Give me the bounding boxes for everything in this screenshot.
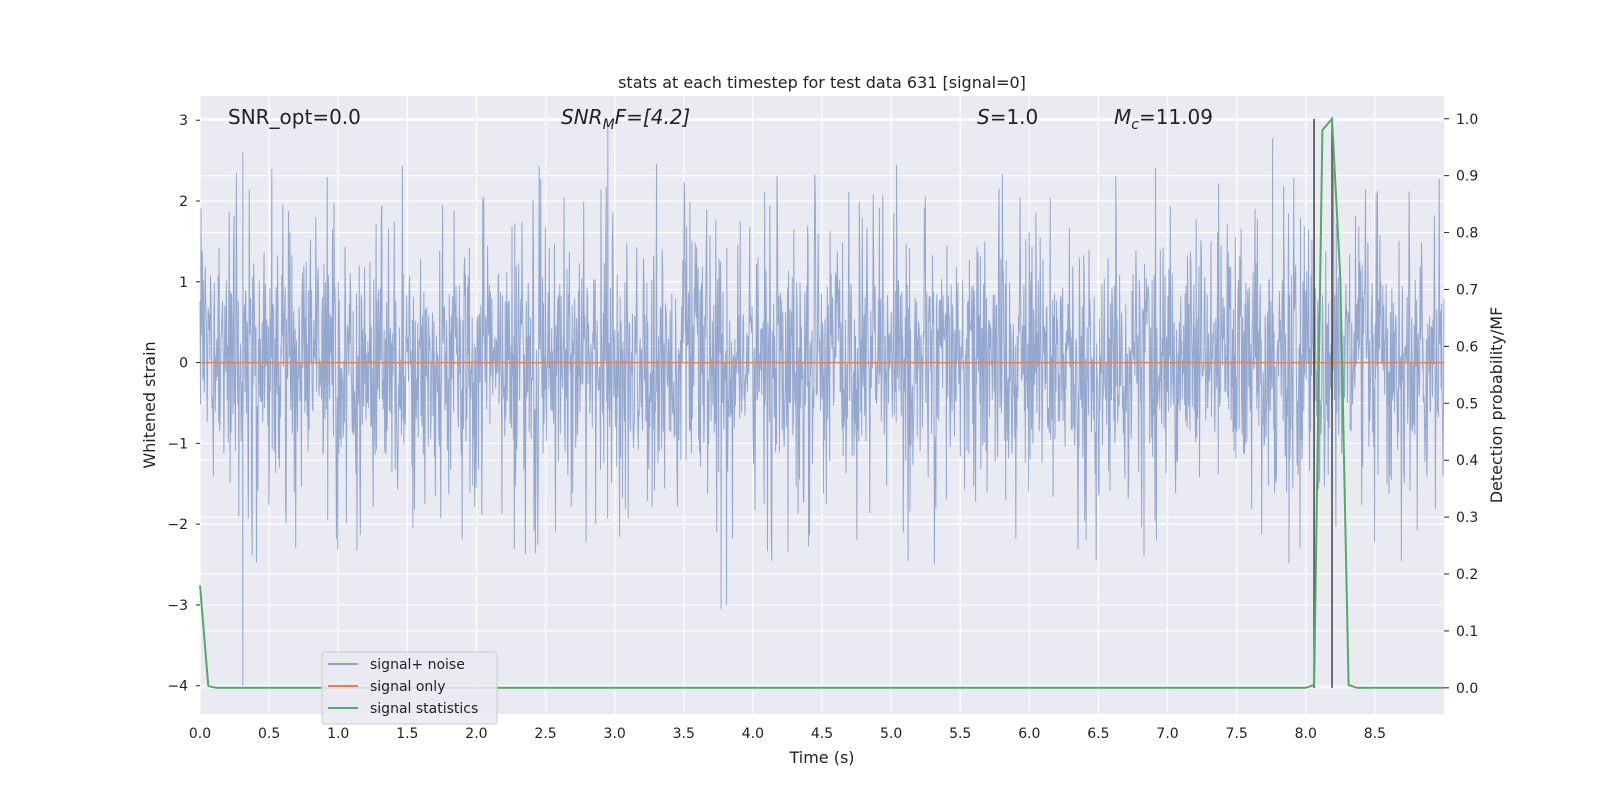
x-tick-label: 5.5 (949, 726, 971, 742)
legend-box (321, 651, 498, 725)
legend-label-signal-noise: signal+ noise (370, 657, 465, 673)
x-tick-label: 3.0 (604, 726, 626, 742)
x-tick-label: 7.0 (1156, 726, 1178, 742)
x-tick-label: 2.5 (534, 726, 556, 742)
y-axis-label: Whitened strain (140, 341, 159, 468)
x-tick-label: 0.5 (258, 726, 280, 742)
x-tick-label: 6.0 (1018, 726, 1040, 742)
y2-tick-label: 0.5 (1456, 396, 1478, 412)
grid (199, 96, 1444, 714)
y2-tick-label: 0.9 (1456, 169, 1478, 185)
series-layer (199, 116, 1445, 689)
annotation-snr-mf: SNRMF=[4.2] (561, 105, 690, 133)
x-tick-label: 8.5 (1364, 726, 1386, 742)
chart-title: stats at each timestep for test data 631… (618, 73, 1026, 92)
x-tick-label: 1.5 (396, 726, 418, 742)
y-tick-label: 0 (179, 356, 188, 372)
x-tick-label: 4.0 (742, 726, 764, 742)
y2-tick-label: 0.7 (1456, 282, 1478, 298)
ticks: 0.0 0.5 1.0 1.5 2.0 2.5 3.0 3.5 4.0 4.5 5.0 5.5 6.0 6… (167, 112, 1478, 742)
legend: signal+ noise signal only signal statist… (321, 651, 498, 725)
y-tick-label: −3 (167, 598, 188, 614)
annotation-s: S=1.0 (977, 105, 1038, 129)
x-tick-label: 8.0 (1295, 726, 1317, 742)
x-tick-label: 7.5 (1226, 726, 1248, 742)
y-tick-label: 1 (179, 275, 188, 291)
x-tick-label: 1.0 (327, 726, 349, 742)
y2-tick-label: 0.0 (1456, 681, 1478, 697)
annotation-snr-opt: SNR_opt=0.0 (228, 105, 361, 129)
x-tick-label: 3.5 (673, 726, 695, 742)
x-tick-label: 4.5 (811, 726, 833, 742)
annotation-mc: Mc=11.09 (1114, 105, 1213, 133)
y2-tick-label: 0.8 (1456, 226, 1478, 242)
legend-label-signal-statistics: signal statistics (370, 701, 478, 717)
y-tick-label: −4 (167, 679, 188, 695)
x-axis-label: Time (s) (788, 748, 854, 767)
y-tick-label: −2 (167, 517, 188, 533)
series-signal-statistics (199, 116, 1444, 689)
x-tick-label: 5.0 (880, 726, 902, 742)
series-signal-noise (199, 124, 1445, 686)
x-tick-label: 2.0 (465, 726, 487, 742)
y2-tick-label: 0.3 (1456, 510, 1478, 526)
x-tick-label: 0.0 (189, 726, 211, 742)
y2-tick-label: 0.2 (1456, 567, 1478, 583)
y-tick-label: 2 (179, 194, 188, 210)
y-tick-label: −1 (167, 436, 188, 452)
y-tick-label: 3 (179, 113, 188, 129)
y2-tick-label: 0.1 (1456, 624, 1478, 640)
y2-tick-label: 0.4 (1456, 453, 1478, 469)
x-tick-label: 6.5 (1087, 726, 1109, 742)
y2-axis-label: Detection probability/MF (1487, 307, 1506, 504)
legend-label-signal-only: signal only (370, 679, 445, 695)
y2-tick-label: 1.0 (1456, 112, 1478, 128)
y2-tick-label: 0.6 (1456, 339, 1478, 355)
